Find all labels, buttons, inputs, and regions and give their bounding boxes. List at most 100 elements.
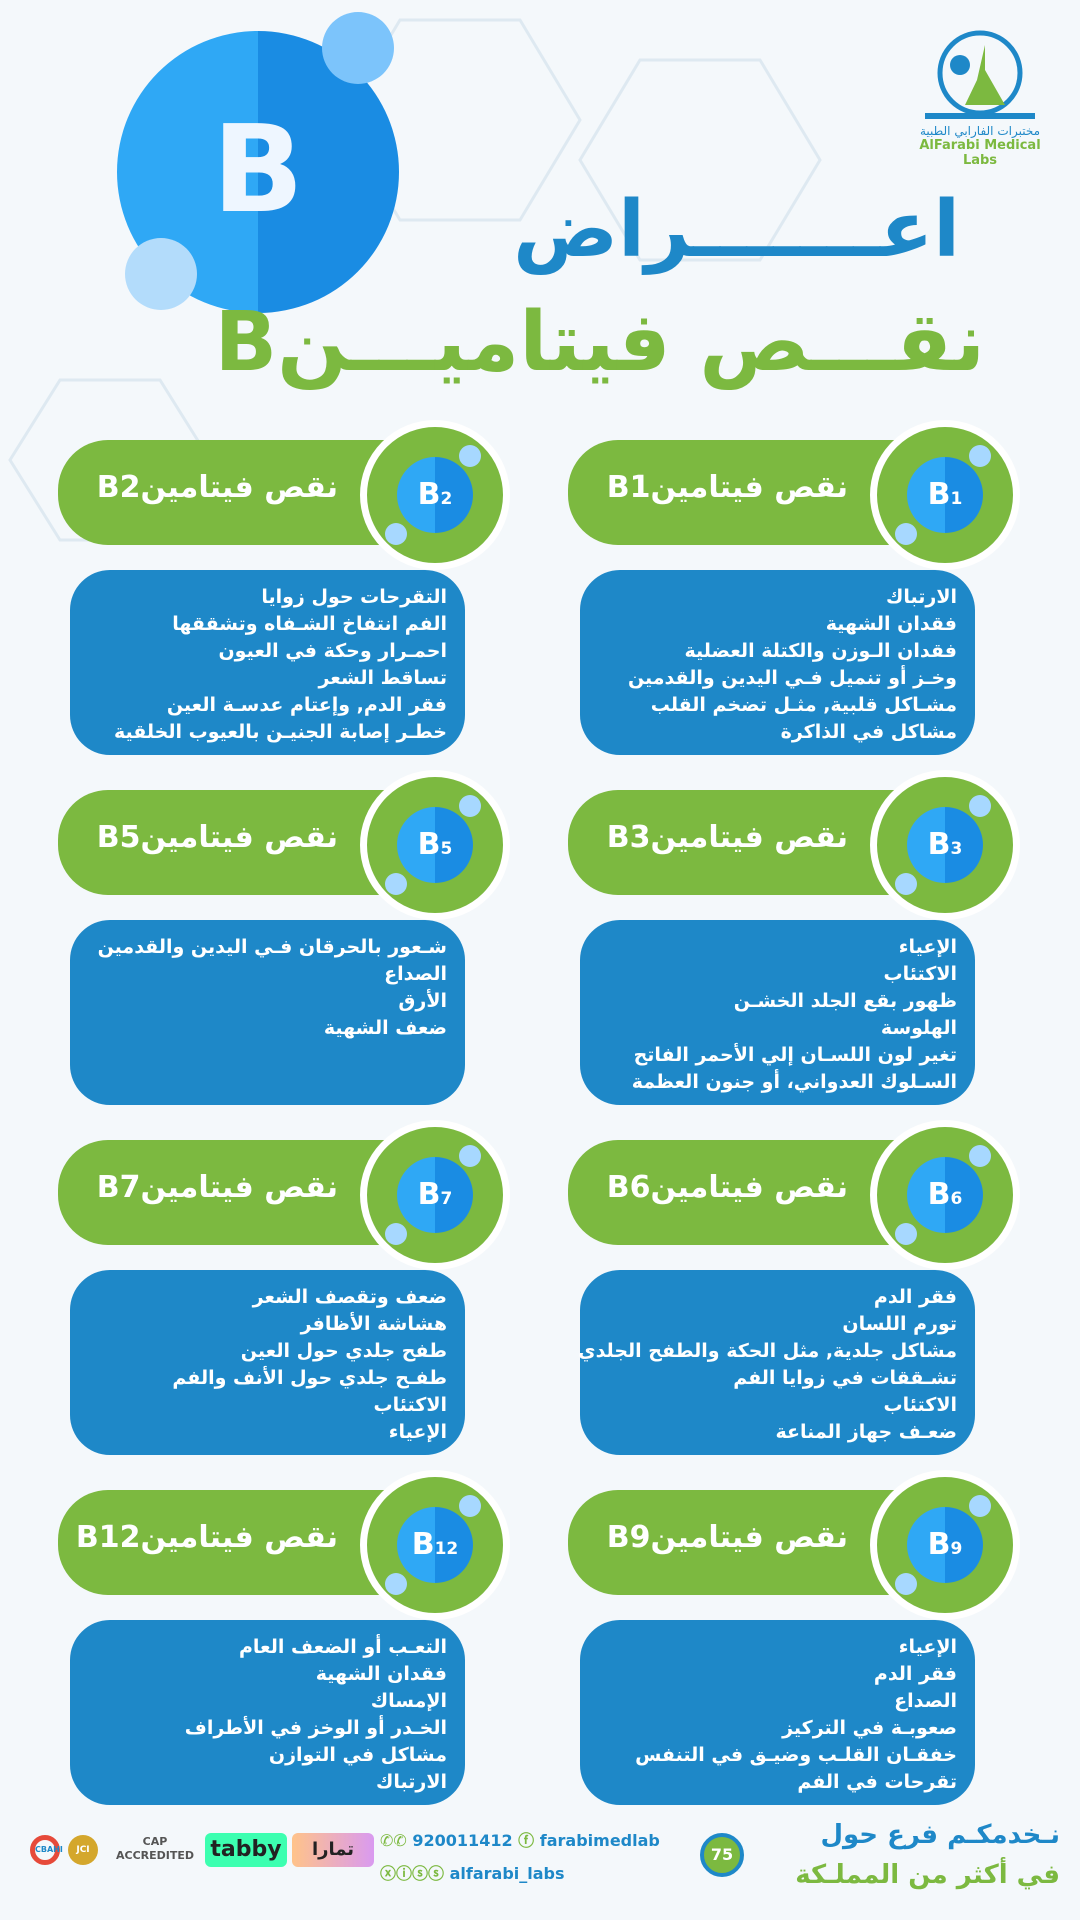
vitamin-badge-letter: B7 — [397, 1157, 473, 1233]
symptom-item: هشاشة الأظافر — [300, 1313, 447, 1335]
bubble-decoration — [969, 445, 991, 467]
symptom-item: ظهور بقع الجلد الخشـن — [733, 990, 957, 1012]
symptom-item: تورم اللسان — [842, 1313, 957, 1335]
bubble-decoration — [895, 1573, 917, 1595]
symptom-item: الفم انتفاخ الشـفاه وتشققها — [172, 613, 447, 635]
social-handle[interactable]: farabimedlab — [539, 1831, 660, 1850]
symptom-item: وخـز أو تنميل فـي اليدين والقدمين — [627, 667, 957, 689]
symptom-item: الهلوسة — [880, 1017, 957, 1039]
big-b-letter: B — [212, 101, 304, 240]
card-title-pill: نقص فيتامينB3 — [568, 790, 918, 895]
social-handle[interactable]: alfarabi_labs — [449, 1864, 565, 1883]
symptom-item: مشـاكل قلبية, مثـل تضخم القلب — [650, 694, 957, 716]
tabby-logo: tabby — [205, 1833, 287, 1867]
symptom-list: شـعور بالحرقان فـي اليدين والقدمين الصداع… — [70, 920, 465, 1105]
slogan-line-1: نـخدمكـم فرع حول — [820, 1820, 1060, 1850]
card-title: نقص فيتامينB3 — [606, 820, 848, 855]
vitamin-badge: B12 — [360, 1470, 510, 1620]
vitamin-badge: B5 — [360, 770, 510, 920]
symptom-item: فقدان الشهية — [315, 1663, 447, 1685]
symptom-item: التقرحات حول زوايا — [261, 586, 447, 608]
card-title-pill: نقص فيتامينB1 — [568, 440, 918, 545]
symptom-item: الصداع — [384, 963, 447, 985]
bubble-decoration — [969, 1495, 991, 1517]
social-icons: ⓧⓘⓢⓢ — [380, 1864, 445, 1883]
bubble-decoration — [385, 1223, 407, 1245]
bubble-decoration — [895, 523, 917, 545]
vitamin-badge-letter: B3 — [907, 807, 983, 883]
symptom-item: الاكتئاب — [883, 963, 957, 985]
card-title: نقص فيتامينB1 — [606, 470, 848, 505]
symptom-item: الاكتئاب — [883, 1394, 957, 1416]
symptom-item: تغير لون اللسـان إلي الأحمر الفاتح — [633, 1044, 957, 1066]
symptom-item: فقر الدم — [873, 1663, 957, 1685]
card-title: نقص فيتامينB9 — [606, 1520, 848, 1555]
card-title: نقص فيتامينB12 — [75, 1520, 338, 1555]
symptom-item: صعوبـة في التركيز — [782, 1717, 957, 1739]
vitamin-badge-letter: B1 — [907, 457, 983, 533]
card-title-pill: نقص فيتامينB7 — [58, 1140, 408, 1245]
vitamin-badge-letter: B9 — [907, 1507, 983, 1583]
vitamin-badge-letter: B6 — [907, 1157, 983, 1233]
bubble-decoration — [125, 238, 197, 310]
symptom-item: فقدان الـوزن والكتلة العضلية — [684, 640, 957, 662]
symptom-list: الإعياء الاكتئاب ظهور بقع الجلد الخشـن الهل… — [580, 920, 975, 1105]
symptom-item: مشاكل في التوازن — [268, 1744, 447, 1766]
vitamin-badge: B6 — [870, 1120, 1020, 1270]
card-title-pill: نقص فيتامينB2 — [58, 440, 408, 545]
card-title-pill: نقص فيتامينB12 — [58, 1490, 408, 1595]
vitamin-badge-letter: B2 — [397, 457, 473, 533]
bubble-decoration — [459, 445, 481, 467]
symptom-item: فقر الدم — [873, 1286, 957, 1308]
slogan-line-2: في أكثر من المملـكة — [795, 1860, 1060, 1890]
bubble-decoration — [969, 1145, 991, 1167]
symptom-item: مشاكل جلدية, مثل الحكة والطفح الجلدي — [578, 1340, 957, 1362]
phone-number[interactable]: 920011412 — [412, 1831, 513, 1850]
bubble-decoration — [385, 1573, 407, 1595]
bubble-decoration — [385, 873, 407, 895]
symptom-item: فقدان الشهية — [825, 613, 957, 635]
tamara-logo: تمارا — [292, 1833, 374, 1867]
symptom-item: الإعياء — [898, 936, 957, 958]
bubble-decoration — [969, 795, 991, 817]
symptom-item: احمـرار وحكة في العيون — [218, 640, 447, 662]
vitamin-badge: B2 — [360, 420, 510, 570]
symptom-item: ضعـف جهاز المناعة — [775, 1421, 957, 1443]
symptom-item: خطـر إصابة الجنيـن بالعيوب الخلقية — [113, 721, 447, 743]
symptom-item: طفـح جلدي حول الأنف والفم — [172, 1367, 447, 1389]
vitamin-badge: B1 — [870, 420, 1020, 570]
symptom-item: الإعياء — [898, 1636, 957, 1658]
symptom-item: الاكتئاب — [373, 1394, 447, 1416]
symptom-item: طفح جلدي حول العين — [240, 1340, 447, 1362]
vitamin-badge: B9 — [870, 1470, 1020, 1620]
vitamin-badge-letter: B5 — [397, 807, 473, 883]
symptom-item: ضعف الشهية — [323, 1017, 447, 1039]
card-title-pill: نقص فيتامينB5 — [58, 790, 408, 895]
card-title-pill: نقص فيتامينB9 — [568, 1490, 918, 1595]
bubble-decoration — [459, 795, 481, 817]
bubble-decoration — [385, 523, 407, 545]
logo-english-text: AlFarabi Medical Labs — [919, 138, 1041, 168]
facebook-icon: ⓕ — [518, 1831, 535, 1850]
symptom-item: ضعف وتقصف الشعر — [252, 1286, 447, 1308]
vitamin-badge-letter: B12 — [397, 1507, 473, 1583]
card-title-pill: نقص فيتامينB6 — [568, 1140, 918, 1245]
symptom-item: الخـدر أو الوخز في الأطراف — [184, 1717, 447, 1739]
symptom-list: التعـب أو الضعف العام فقدان الشهية الإمساك… — [70, 1620, 465, 1805]
symptom-item: الصداع — [894, 1690, 957, 1712]
symptom-list: التقرحات حول زوايا الفم انتفاخ الشـفاه وت… — [70, 570, 465, 755]
symptom-item: تساقط الشعر — [318, 667, 447, 689]
page-title: اعـــــــراض — [513, 185, 960, 275]
symptom-list: فقر الدم تورم اللسان مشاكل جلدية, مثل الحك… — [578, 1270, 975, 1455]
symptom-item: التعـب أو الضعف العام — [238, 1636, 447, 1658]
bubble-decoration — [459, 1495, 481, 1517]
symptom-item: السـلوك العدواني، أو جنون العظمة — [631, 1071, 957, 1093]
symptom-list: ضعف وتقصف الشعر هشاشة الأظافر طفح جلدي حول… — [70, 1270, 465, 1455]
symptom-item: الإعياء — [388, 1421, 447, 1443]
symptom-list: الإعياء فقر الدم الصداع صعوبـة في التركيز خف… — [580, 1620, 975, 1805]
location-pin-icon: 75 — [700, 1833, 744, 1877]
bubble-decoration — [895, 1223, 917, 1245]
card-title: نقص فيتامينB6 — [606, 1170, 848, 1205]
lab-flask-logo-icon — [925, 30, 1035, 119]
symptom-item: شـعور بالحرقان فـي اليدين والقدمين — [97, 936, 447, 958]
